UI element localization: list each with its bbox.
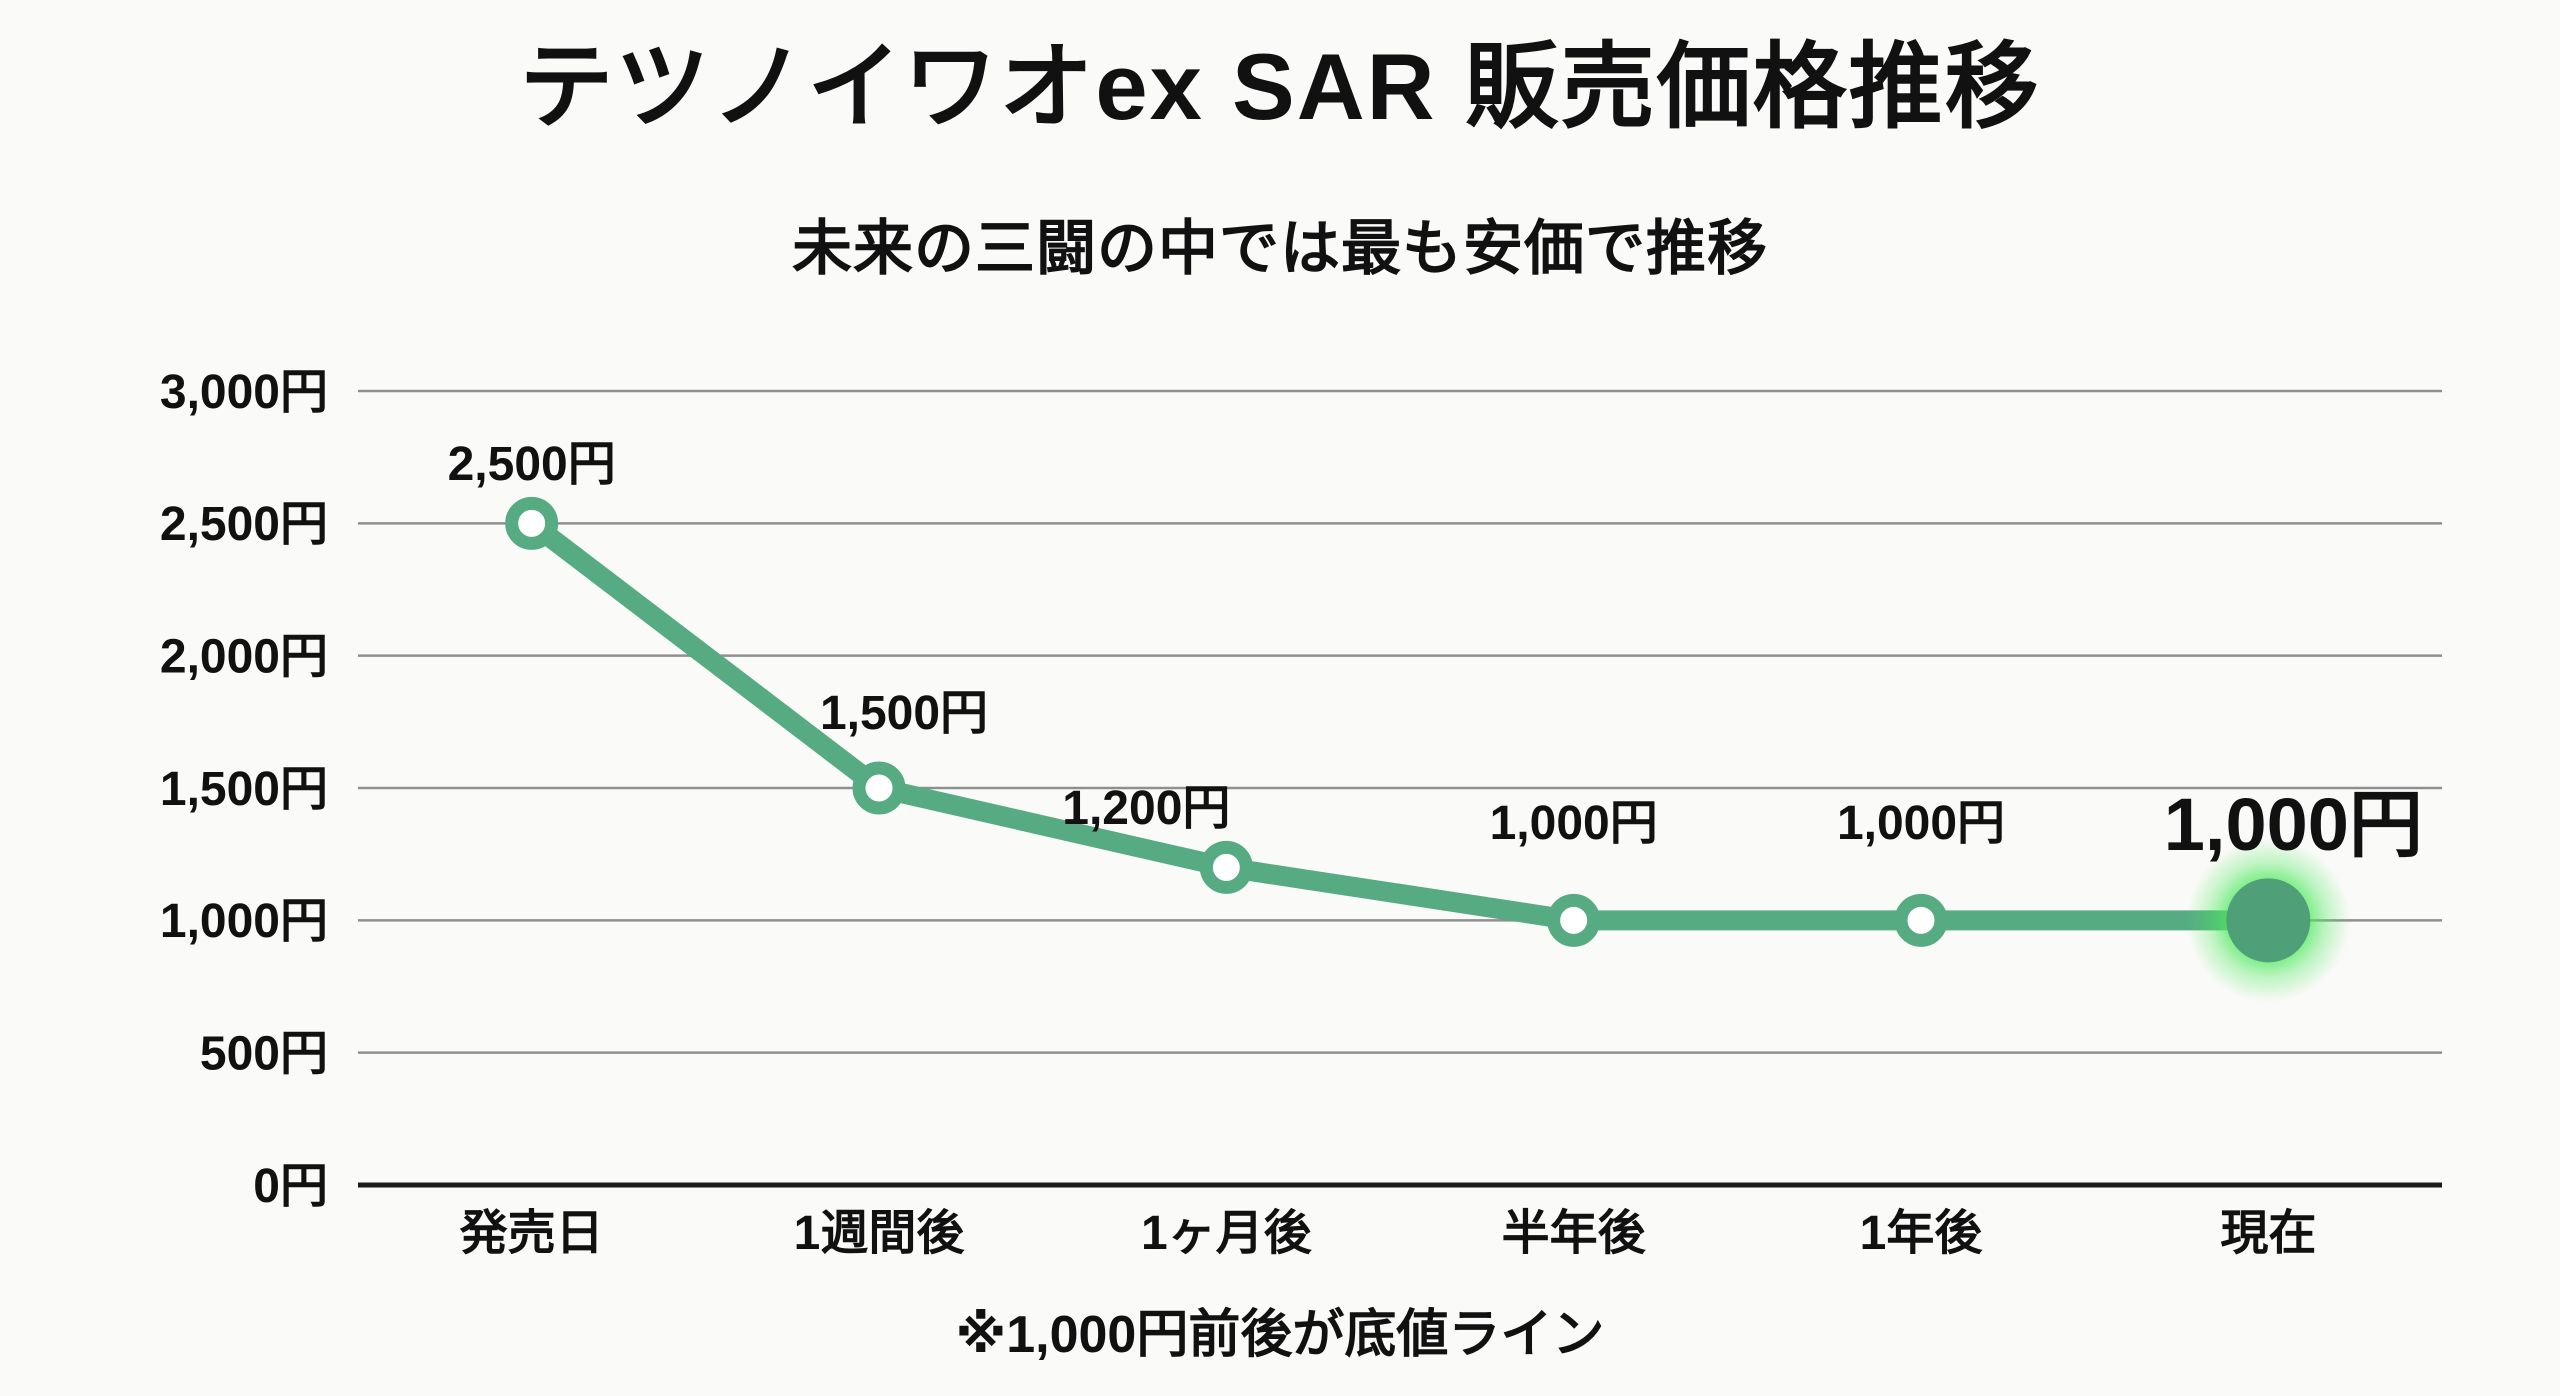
highlight-data-point-marker [2226, 878, 2311, 963]
data-point-marker [505, 496, 559, 550]
x-axis-label: 半年後 [1502, 1207, 1647, 1260]
data-point-marker [1894, 893, 1948, 947]
data-point-label: 1,000円 [1490, 797, 1658, 850]
chart-subtitle: 未来の三闘の中では最も安価で推移 [792, 215, 1768, 282]
x-axis-label: 1週間後 [794, 1207, 966, 1260]
data-point-label: 1,000円 [1837, 797, 2005, 850]
y-axis-tick-label: 3,000円 [160, 366, 328, 419]
y-axis-tick-label: 1,000円 [160, 895, 328, 948]
price-line [521, 513, 2279, 931]
y-axis-tick-label: 1,500円 [160, 763, 328, 816]
data-point-marker [1199, 840, 1253, 894]
y-axis-tick-label: 0円 [253, 1160, 328, 1213]
x-axis-label: 現在 [2220, 1207, 2316, 1260]
x-axis-label: 1ヶ月後 [1141, 1207, 1313, 1260]
chart-title: テツノイワオex SAR 販売価格推移 [519, 34, 2041, 139]
data-point-label: 1,500円 [820, 687, 988, 740]
data-point-marker [1547, 893, 1601, 947]
y-axis-tick-label: 2,000円 [160, 630, 328, 683]
y-axis-tick-label: 500円 [200, 1027, 328, 1080]
data-point-label: 1,200円 [1062, 782, 1230, 835]
x-axis-label: 発売日 [460, 1207, 604, 1260]
data-point-marker [852, 761, 906, 815]
highlight-data-point-label: 1,000円 [2164, 783, 2423, 866]
y-axis-tick-label: 2,500円 [160, 498, 328, 551]
x-axis-label: 1年後 [1860, 1207, 1984, 1260]
data-point-label: 2,500円 [448, 438, 616, 491]
chart-footnote: ※1,000円前後が底値ライン [955, 1306, 1605, 1364]
